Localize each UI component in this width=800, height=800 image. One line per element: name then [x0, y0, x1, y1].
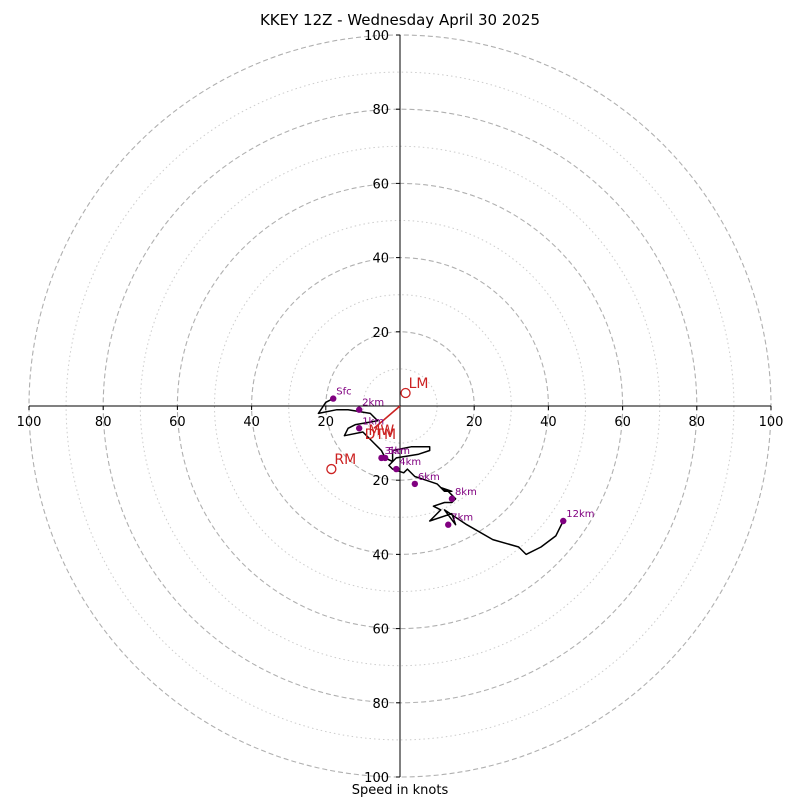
- x-tick-label: 40: [243, 415, 260, 430]
- x-tick-label: 100: [759, 415, 784, 430]
- tick-labels: 20 40 60 80 100 20 40 60 80 100 20 40 60 80 100 20 40 60 8…: [17, 29, 784, 786]
- x-tick-label: 40: [540, 415, 557, 430]
- storm-motion-label-rm: RM: [334, 452, 356, 468]
- x-tick-label: 60: [614, 415, 631, 430]
- height-point-8km: [448, 495, 456, 502]
- height-label-6km: 6km: [418, 472, 440, 483]
- height-point-5km: [381, 454, 389, 462]
- x-tick-label: 60: [169, 415, 186, 430]
- x-tick-label: 20: [318, 415, 335, 430]
- y-tick-label: 100: [364, 771, 389, 786]
- x-axis-label: Speed in knots: [351, 783, 449, 798]
- height-label-5km: 5km: [388, 446, 410, 457]
- mean-shear-vector: [373, 405, 401, 429]
- y-tick-label: 40: [372, 548, 389, 563]
- height-label-sfc: Sfc: [336, 387, 351, 398]
- y-tick-label: 20: [372, 326, 389, 341]
- y-tick-label: 40: [372, 252, 389, 267]
- hodograph-trace: [317, 397, 564, 556]
- height-label-1km: 1km: [362, 416, 384, 427]
- height-point-2km: [355, 406, 363, 413]
- storm-motion-label-lm: LM: [409, 376, 429, 392]
- storm-motion-label-mw: MW: [368, 423, 394, 439]
- height-point-1km: [355, 425, 363, 432]
- chart-title: KKEY 12Z - Wednesday April 30 2025: [259, 11, 541, 29]
- height-label-4km: 4km: [399, 457, 421, 468]
- y-tick-label: 80: [372, 697, 389, 712]
- x-tick-label: 80: [689, 415, 706, 430]
- height-label-8km: 8km: [455, 487, 477, 498]
- storm-motion-marker-lm: [400, 387, 411, 399]
- height-point-12km: [560, 517, 567, 525]
- x-tick-label: 20: [466, 415, 483, 430]
- y-tick-label: 80: [372, 103, 389, 118]
- x-tick-label: 80: [95, 415, 112, 430]
- height-point-7km: [445, 521, 452, 528]
- y-tick-label: 60: [372, 623, 389, 638]
- height-label-12km: 12km: [566, 509, 594, 520]
- height-point-4km: [393, 465, 400, 473]
- storm-motion-label-dtm: DTM: [365, 427, 396, 443]
- height-label-2km: 2km: [362, 398, 384, 409]
- y-tick-label: 20: [372, 474, 389, 489]
- height-label-7km: 7km: [451, 513, 473, 524]
- storm-motion-marker-rm: [326, 463, 337, 475]
- height-label-3km: 3km: [384, 446, 406, 457]
- height-point-6km: [411, 480, 419, 488]
- y-tick-label: 60: [372, 177, 389, 192]
- hodograph-line: [317, 397, 564, 556]
- height-point-sfc: [330, 395, 337, 402]
- y-tick-label: 100: [364, 29, 389, 44]
- x-tick-label: 100: [17, 415, 42, 430]
